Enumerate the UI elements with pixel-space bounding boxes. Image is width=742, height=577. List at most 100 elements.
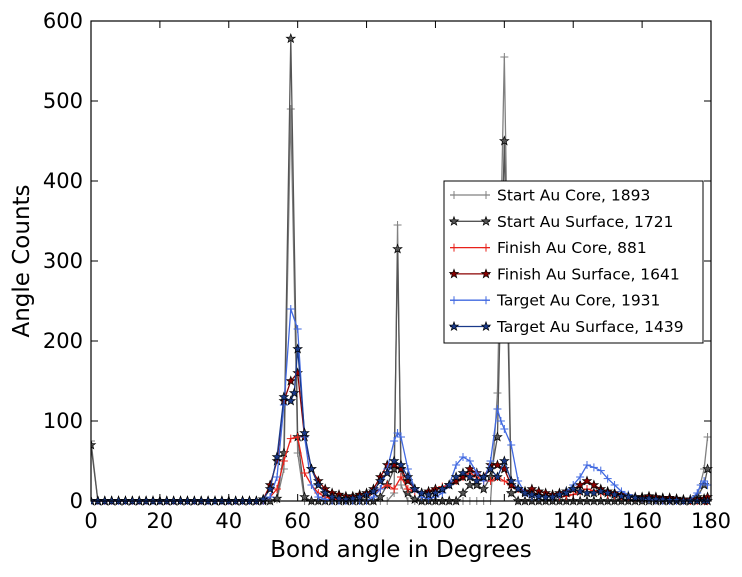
- x-tick-label: 140: [553, 509, 593, 533]
- data-point: [622, 491, 634, 502]
- data-point: [485, 463, 496, 474]
- legend-label: Target Au Surface, 1439: [496, 318, 684, 336]
- data-point: [560, 487, 572, 498]
- y-tick-label: 100: [43, 409, 83, 433]
- data-point: [286, 105, 295, 113]
- data-point: [383, 481, 392, 489]
- data-point: [505, 479, 517, 490]
- x-tick-label: 120: [484, 509, 524, 533]
- legend-marker: [450, 296, 458, 305]
- data-point: [519, 487, 531, 498]
- data-point: [700, 477, 709, 485]
- data-point: [319, 487, 331, 498]
- y-tick-label: 600: [43, 9, 83, 33]
- data-point: [450, 475, 462, 486]
- data-point: [314, 493, 323, 501]
- data-point: [436, 483, 448, 494]
- legend-marker: [450, 191, 458, 199]
- data-point: [574, 485, 586, 496]
- data-point: [299, 427, 310, 438]
- data-point: [609, 488, 620, 500]
- axis-layer: 0 20 40 60 80 100 120 140 160 180 0 100 200 300 400 500…: [43, 9, 731, 533]
- data-point: [459, 453, 467, 461]
- x-tick-label: 80: [353, 509, 380, 533]
- legend-box: [443, 180, 704, 344]
- data-point: [478, 471, 490, 482]
- data-point: [500, 477, 509, 485]
- data-point: [629, 492, 641, 503]
- data-point: [271, 455, 283, 466]
- legend: Start Au Core, 1893 Start Au Surface, 172…: [443, 180, 704, 344]
- data-point: [416, 487, 428, 498]
- legend-item: Target Au Core, 1931: [450, 292, 660, 310]
- data-point: [271, 451, 283, 462]
- data-point: [376, 485, 385, 493]
- data-point: [374, 475, 386, 486]
- legend-marker: [482, 191, 490, 199]
- data-point: [464, 471, 476, 482]
- legend-marker: [482, 296, 490, 305]
- data-point: [285, 32, 297, 44]
- data-point: [278, 391, 290, 402]
- data-point: [471, 475, 483, 486]
- data-point: [567, 483, 579, 494]
- data-point: [392, 243, 403, 254]
- legend-marker: [482, 243, 490, 252]
- data-point: [91, 437, 95, 445]
- legend-marker: [480, 268, 492, 279]
- data-point: [457, 487, 469, 498]
- y-tick-label: 400: [43, 169, 83, 193]
- data-point: [512, 483, 524, 494]
- data-point: [285, 395, 297, 406]
- legend-label: Target Au Core, 1931: [496, 292, 660, 310]
- data-point: [292, 343, 304, 354]
- legend-marker: [448, 320, 460, 332]
- legend-marker: [448, 268, 460, 279]
- x-tick-label: 160: [622, 509, 662, 533]
- data-point: [589, 463, 598, 472]
- data-point: [498, 135, 510, 146]
- data-point: [266, 493, 275, 501]
- data-point: [616, 490, 627, 501]
- data-point: [703, 433, 712, 441]
- data-point: [388, 455, 400, 466]
- data-point: [374, 491, 386, 502]
- data-point: [409, 483, 421, 494]
- data-point: [493, 389, 502, 397]
- legend-marker: [480, 215, 492, 226]
- data-point: [696, 481, 705, 489]
- data-point: [526, 488, 538, 500]
- data-point: [610, 481, 619, 489]
- legend-label: Finish Au Surface, 1641: [497, 265, 680, 283]
- data-point: [507, 441, 516, 449]
- data-point: [493, 405, 502, 413]
- data-point: [286, 434, 295, 443]
- x-tick-label: 100: [415, 509, 455, 533]
- y-axis-label: Angle Counts: [9, 184, 35, 337]
- data-point: [321, 495, 330, 504]
- data-point: [288, 387, 300, 398]
- data-point: [390, 485, 399, 493]
- x-tick-label: 60: [284, 509, 311, 533]
- data-point: [505, 475, 517, 486]
- legend-item: Finish Au Surface, 1641: [448, 265, 680, 283]
- legend-marker: [480, 320, 492, 332]
- x-tick-label: 180: [691, 509, 731, 533]
- legend-item: Start Au Surface, 1721: [448, 213, 674, 231]
- data-point: [397, 473, 405, 481]
- data-point: [457, 467, 469, 478]
- x-tick-label: 0: [84, 509, 97, 533]
- data-point: [588, 487, 600, 498]
- data-point: [583, 461, 591, 469]
- legend-item: Finish Au Core, 881: [450, 239, 647, 257]
- data-point: [423, 488, 434, 500]
- data-point: [381, 467, 393, 478]
- data-point: [576, 473, 585, 481]
- y-tick-label: 200: [43, 329, 83, 353]
- data-point: [478, 483, 490, 494]
- data-point: [264, 483, 276, 494]
- data-point: [596, 466, 605, 475]
- data-point: [393, 221, 402, 229]
